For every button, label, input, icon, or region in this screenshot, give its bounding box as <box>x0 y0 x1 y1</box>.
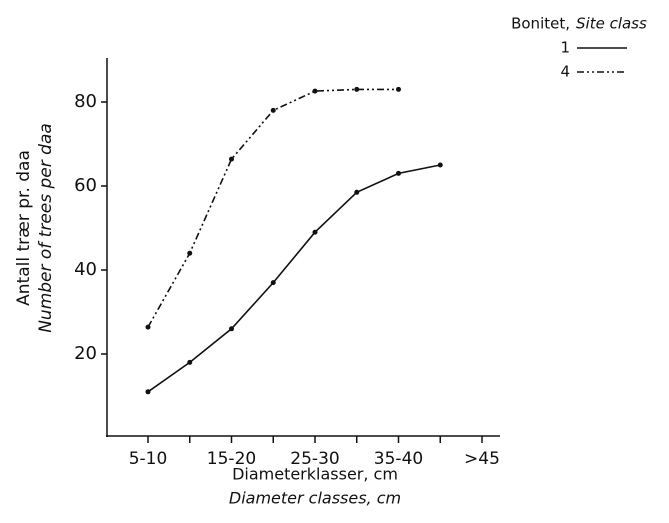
point <box>145 324 151 330</box>
x-axis-label: Diameterklasser, cm <box>232 465 398 484</box>
point <box>312 88 318 94</box>
x-tick-label: 35-40 <box>374 449 423 469</box>
y-axis-label: Antall trær pr. daa <box>14 150 34 306</box>
x-axis-label-en: Diameter classes, cm <box>229 489 401 508</box>
point <box>354 189 360 195</box>
y-tick-label: 20 <box>74 343 97 364</box>
x-tick-label: >45 <box>464 449 500 469</box>
point <box>229 156 234 162</box>
legend-label: 1 <box>560 39 570 57</box>
point <box>312 229 318 235</box>
point <box>270 280 276 286</box>
series-line <box>147 88 399 328</box>
legend-title-en: Site class <box>576 15 647 33</box>
point <box>229 326 234 332</box>
point <box>396 170 401 176</box>
point <box>187 250 193 256</box>
legend-label: 4 <box>560 63 570 81</box>
point <box>145 389 151 395</box>
series-line <box>147 164 441 393</box>
x-tick-label: 25-30 <box>290 449 339 469</box>
y-tick-label: 60 <box>74 175 97 196</box>
point <box>437 162 443 168</box>
x-tick-label: 5-10 <box>129 449 168 469</box>
x-tick-label: 15-20 <box>207 449 256 469</box>
legend-title: Bonitet, <box>511 15 570 33</box>
point <box>354 86 360 92</box>
point <box>270 107 276 113</box>
point <box>187 359 193 365</box>
y-axis-label-en: Number of trees per daa <box>36 123 56 333</box>
y-tick-label: 80 <box>74 91 97 112</box>
y-tick-label: 40 <box>74 259 97 280</box>
point <box>396 86 401 92</box>
